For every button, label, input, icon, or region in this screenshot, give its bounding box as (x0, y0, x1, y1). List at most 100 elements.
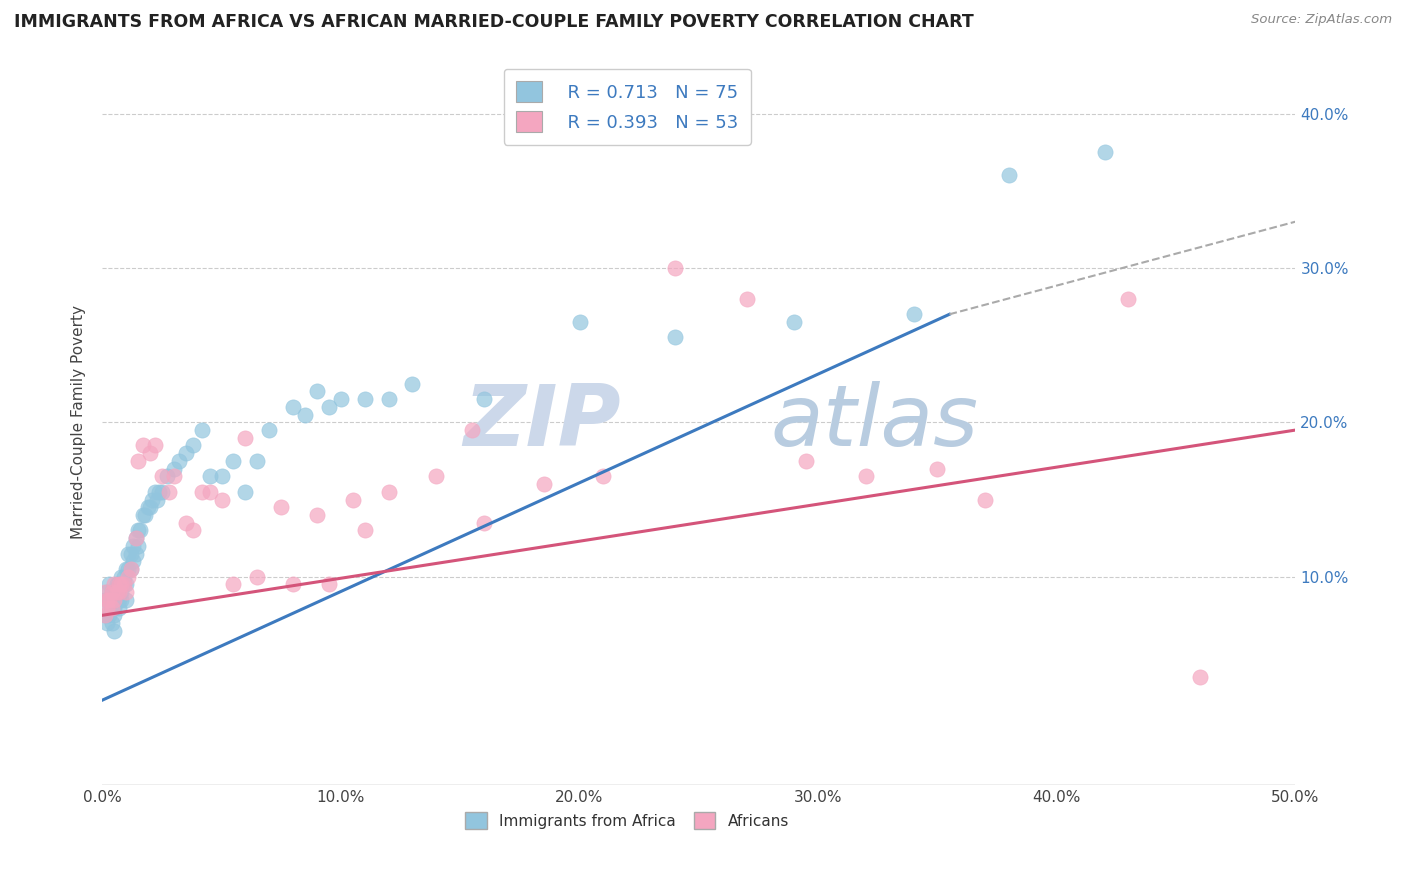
Point (136, 500, 159, 515)
Point (927, 461, 949, 475)
Point (377, 392, 399, 407)
Point (139, 446, 162, 460)
Point (103, 577, 125, 591)
Point (117, 570, 139, 584)
Point (1188, 670, 1211, 684)
Text: IMMIGRANTS FROM AFRICA VS AFRICAN MARRIED-COUPLE FAMILY POVERTY CORRELATION CHAR: IMMIGRANTS FROM AFRICA VS AFRICAN MARRIE… (14, 13, 974, 31)
Point (198, 484, 221, 499)
Point (98, 608, 121, 623)
Point (211, 469, 233, 483)
Point (246, 454, 269, 468)
Legend: Immigrants from Africa, Africans: Immigrants from Africa, Africans (460, 805, 796, 836)
Point (461, 423, 484, 437)
Point (146, 492, 169, 507)
Point (93, 608, 115, 623)
Point (120, 547, 142, 561)
Point (96, 592, 118, 607)
Point (211, 492, 233, 507)
Point (96, 585, 118, 599)
Point (93, 585, 115, 599)
Point (998, 169, 1021, 183)
Point (115, 562, 138, 576)
Point (281, 400, 304, 414)
Point (329, 392, 352, 407)
Point (305, 508, 328, 522)
Point (132, 438, 155, 452)
Point (115, 577, 138, 591)
Point (110, 577, 132, 591)
Point (132, 508, 155, 522)
Point (120, 562, 142, 576)
Point (181, 438, 204, 452)
Point (472, 392, 495, 407)
Point (198, 469, 221, 483)
Point (342, 492, 364, 507)
Point (127, 524, 149, 538)
Point (103, 592, 125, 607)
Point (294, 408, 316, 422)
Point (157, 484, 180, 499)
Point (246, 570, 269, 584)
Point (783, 315, 806, 329)
Point (103, 608, 125, 623)
Point (794, 454, 817, 468)
Point (105, 585, 128, 599)
Point (259, 423, 281, 437)
Point (139, 500, 162, 515)
Point (1094, 145, 1116, 160)
Point (98, 577, 121, 591)
Point (127, 454, 149, 468)
Point (127, 539, 149, 553)
Point (134, 508, 156, 522)
Point (148, 484, 170, 499)
Point (568, 315, 591, 329)
Point (472, 516, 495, 530)
Point (318, 577, 340, 591)
Point (108, 600, 131, 615)
Point (103, 585, 125, 599)
Point (108, 592, 131, 607)
Point (141, 492, 163, 507)
Point (163, 469, 186, 483)
Point (222, 454, 245, 468)
Point (305, 384, 328, 399)
Point (96, 600, 118, 615)
Point (117, 547, 139, 561)
Text: Source: ZipAtlas.com: Source: ZipAtlas.com (1251, 13, 1392, 27)
Point (108, 577, 131, 591)
Point (664, 330, 686, 344)
Point (122, 554, 145, 568)
Point (93, 592, 115, 607)
Point (735, 292, 758, 306)
Point (377, 484, 399, 499)
Point (174, 446, 197, 460)
Point (855, 469, 877, 483)
Point (93, 608, 115, 623)
Point (124, 547, 146, 561)
Point (1118, 292, 1140, 306)
Point (318, 400, 340, 414)
Point (222, 577, 245, 591)
Point (108, 577, 131, 591)
Point (143, 438, 166, 452)
Point (115, 592, 138, 607)
Point (124, 531, 146, 545)
Point (96, 615, 118, 630)
Point (105, 585, 128, 599)
Point (112, 577, 135, 591)
Point (425, 469, 447, 483)
Point (110, 585, 132, 599)
Point (100, 585, 122, 599)
Point (163, 461, 186, 475)
Point (112, 570, 135, 584)
Point (122, 539, 145, 553)
Point (974, 492, 997, 507)
Point (592, 469, 614, 483)
Point (108, 585, 131, 599)
Point (103, 624, 125, 638)
Point (115, 585, 138, 599)
Point (174, 516, 197, 530)
Point (100, 600, 122, 615)
Point (401, 376, 423, 391)
Point (129, 524, 152, 538)
